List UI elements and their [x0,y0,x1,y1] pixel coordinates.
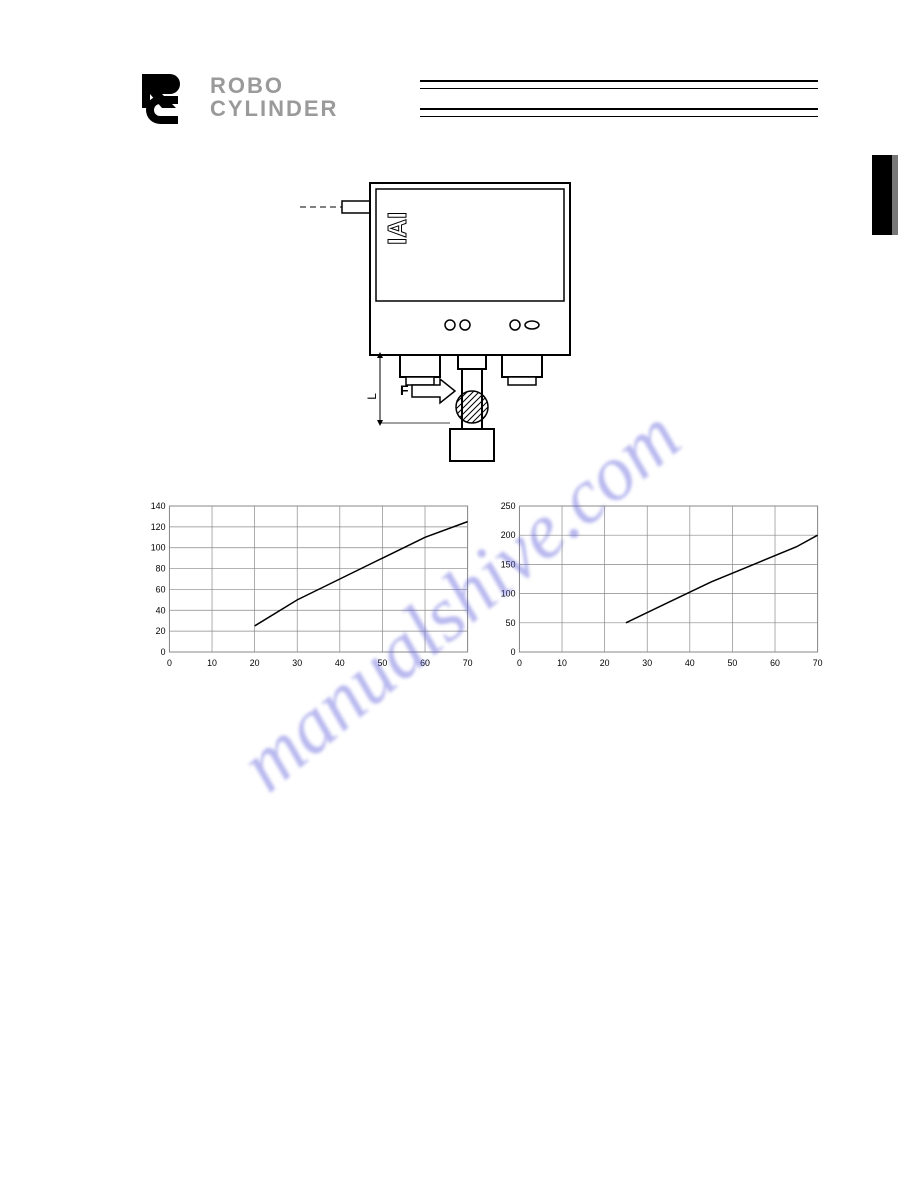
chart-right: 0 10 20 30 40 50 60 70 0 50 100 150 200 250 [490,500,824,670]
svg-text:140: 140 [151,501,166,511]
logo-line1: ROBO [210,74,338,97]
svg-text:20: 20 [156,626,166,636]
svg-text:0: 0 [161,647,166,657]
svg-text:20: 20 [599,658,609,668]
svg-text:10: 10 [557,658,567,668]
header-rule-bottom [420,108,818,123]
svg-text:0: 0 [516,658,521,668]
svg-text:200: 200 [500,530,515,540]
svg-text:100: 100 [500,589,515,599]
svg-text:50: 50 [378,658,388,668]
length-label: L [365,393,379,400]
svg-text:0: 0 [510,647,515,657]
page-header: ROBO CYLINDER [140,72,818,130]
logo-line2: CYLINDER [210,97,338,120]
iai-label: IAI [382,212,412,245]
mechanical-diagram: IAI L F [300,175,600,470]
svg-text:30: 30 [292,658,302,668]
svg-text:50: 50 [505,618,515,628]
header-rule-top [420,80,818,95]
svg-text:60: 60 [770,658,780,668]
side-tab [872,155,892,235]
svg-text:10: 10 [207,658,217,668]
svg-text:40: 40 [156,605,166,615]
svg-text:50: 50 [727,658,737,668]
svg-text:80: 80 [156,563,166,573]
svg-text:70: 70 [812,658,822,668]
chart-left: 0 10 20 30 40 50 60 70 0 20 40 60 80 100 120 140 [140,500,474,670]
logo-text: ROBO CYLINDER [210,74,338,120]
svg-text:70: 70 [463,658,473,668]
svg-text:120: 120 [151,522,166,532]
charts-row: 0 10 20 30 40 50 60 70 0 20 40 60 80 100 120 140 0 10 20 3… [140,500,823,670]
svg-text:20: 20 [250,658,260,668]
rc-logo-icon [140,72,202,129]
svg-text:150: 150 [500,559,515,569]
force-label: F [400,382,409,398]
svg-text:250: 250 [500,501,515,511]
svg-text:60: 60 [156,584,166,594]
svg-text:40: 40 [684,658,694,668]
svg-text:30: 30 [642,658,652,668]
svg-text:100: 100 [151,543,166,553]
svg-text:0: 0 [167,658,172,668]
svg-text:40: 40 [335,658,345,668]
svg-text:60: 60 [420,658,430,668]
